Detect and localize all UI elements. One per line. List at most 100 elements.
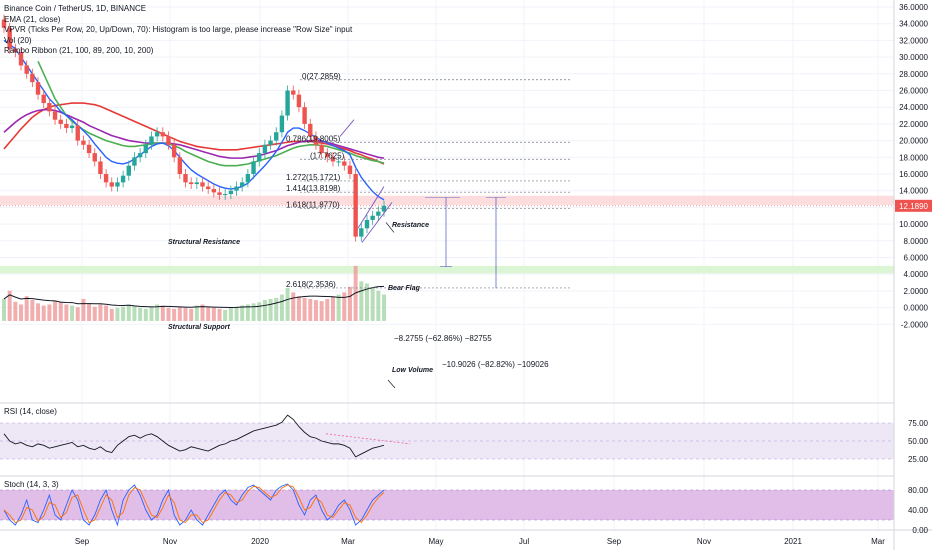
candle-body — [103, 174, 109, 183]
candle-body — [75, 125, 80, 141]
volume-bar — [382, 294, 386, 321]
chart-legend: Binance Coin / TetherUS, 1D, BINANCE EMA… — [4, 4, 352, 57]
volume-bar — [81, 298, 86, 321]
volume-bar — [13, 301, 18, 321]
candle-body — [342, 161, 347, 166]
legend-vpvr[interactable]: VPVR (Ticks Per Row, 20, Up/Down, 70): H… — [4, 25, 353, 34]
candle-body — [336, 161, 341, 163]
time-tick-label: Nov — [697, 537, 711, 546]
last-price-badge — [895, 199, 932, 212]
price-tick-label: 8.0000 — [904, 237, 929, 246]
candle-body — [194, 182, 200, 185]
resistance-label: Resistance — [392, 222, 429, 229]
price-tick-label: 30.0000 — [899, 53, 928, 62]
grid-layer — [0, 0, 894, 530]
low-volume-label: Low Volume — [392, 367, 433, 374]
candles-layer — [1, 14, 387, 242]
ema-line — [3, 39, 385, 201]
price-tick-label: 24.0000 — [899, 103, 928, 112]
candle-body — [47, 103, 52, 112]
volume-bar — [19, 304, 24, 321]
volume-bar — [7, 290, 12, 321]
price-tick-label: 28.0000 — [899, 70, 928, 79]
legend-vol[interactable]: Vol (20) — [4, 35, 32, 45]
candle-body — [370, 215, 375, 220]
candle-body — [132, 157, 137, 166]
legend-symbol[interactable]: Binance Coin / TetherUS, 1D, BINANCE — [4, 4, 147, 13]
volume-bar — [58, 302, 63, 321]
volume-bar — [189, 308, 194, 321]
volume-bar — [376, 290, 381, 321]
candle-body — [217, 192, 222, 195]
volume-bar — [211, 307, 216, 321]
stoch-label[interactable]: Stoch (14, 3, 3) — [4, 480, 59, 489]
candle-body — [313, 136, 319, 145]
candle-body — [279, 115, 285, 133]
volume-bar — [87, 303, 92, 321]
volume-bar — [319, 301, 324, 321]
fib-layer: 0(27.2859) 0.786(19.8005) (17.7625) 1.272(1… — [286, 72, 572, 289]
volume-bar — [285, 287, 290, 321]
candle-body — [52, 111, 58, 120]
rsi-tick-label: 50.00 — [908, 437, 929, 446]
candle-body — [7, 27, 12, 49]
volume-bar — [279, 294, 284, 321]
candle-body — [64, 123, 69, 129]
price-tick-label: 0.0000 — [904, 304, 929, 313]
volume-bar — [2, 298, 6, 321]
low-volume-arrow — [387, 379, 396, 389]
candle-body — [359, 228, 364, 237]
volume-bar — [41, 305, 46, 321]
volume-bar — [104, 305, 109, 321]
price-tick-label: -2.0000 — [901, 320, 929, 329]
time-tick-label: Jul — [519, 537, 529, 546]
moving-average-layer — [3, 39, 385, 201]
volume-bar — [75, 307, 80, 321]
candle-body — [234, 186, 239, 191]
volume-bar — [257, 302, 262, 321]
volume-bar — [143, 308, 148, 321]
volume-bar — [274, 297, 279, 321]
legend-ema[interactable]: EMA (21, close) — [4, 14, 61, 24]
candle-body — [200, 182, 205, 187]
volume-ma-line — [3, 285, 385, 309]
candle-body — [109, 182, 114, 187]
volume-bar — [132, 305, 137, 321]
candle-body — [228, 190, 234, 195]
price-tick-label: 10.0000 — [899, 220, 928, 229]
candle-body — [205, 186, 211, 190]
candle-body — [188, 182, 194, 185]
price-tick-label: 2.0000 — [904, 287, 929, 296]
fib-label-6: 2.618(2.3536) — [286, 280, 336, 289]
candle-body — [13, 48, 18, 53]
stoch-pane — [0, 483, 894, 527]
volume-bar — [36, 303, 41, 321]
stoch-tick-label: 0.00 — [912, 526, 928, 535]
candle-body — [115, 182, 120, 187]
price-tick-label: 16.0000 — [899, 170, 928, 179]
candle-body — [240, 182, 245, 187]
legend-ribbon[interactable]: Rainbo Ribbon (21, 100, 89, 200, 10, 200… — [4, 46, 154, 55]
candle-body — [296, 94, 302, 108]
rsi-label[interactable]: RSI (14, close) — [4, 407, 57, 416]
flag-lower-line — [361, 202, 393, 243]
volume-bar — [183, 307, 188, 321]
volume-bar — [353, 265, 358, 321]
candle-body — [149, 136, 154, 145]
bear-flag-arrow — [385, 222, 395, 233]
candle-body — [120, 175, 126, 183]
volume-bar — [160, 305, 165, 321]
volume-bar — [206, 306, 211, 321]
candle-body — [171, 144, 177, 158]
candle-body — [1, 19, 7, 28]
price-tick-label: 4.0000 — [904, 270, 929, 279]
measure-1-label: −8.2755 (−62.86%) −82755 — [394, 334, 492, 343]
candle-body — [18, 52, 24, 66]
volume-bar — [121, 306, 126, 321]
volume-bar — [166, 307, 171, 321]
volume-bar — [228, 307, 233, 321]
volume-bar — [262, 300, 267, 321]
candle-body — [24, 65, 29, 74]
